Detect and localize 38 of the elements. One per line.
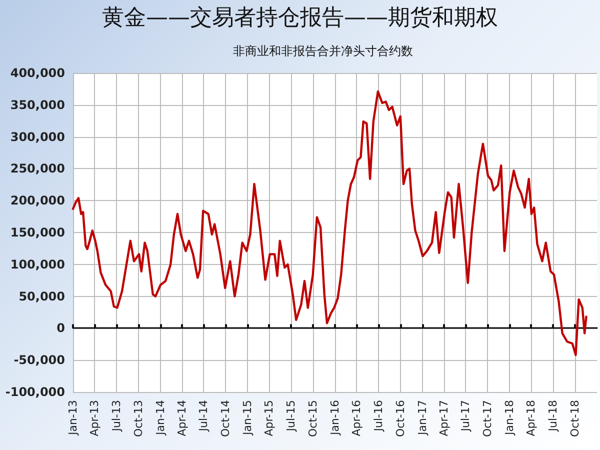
- y-tick-label: 0: [56, 321, 65, 336]
- x-tick-label: Apr-14: [175, 400, 188, 436]
- chart-title: 黄金——交易者持仓报告——期货和期权: [102, 6, 498, 30]
- x-tick-label: Apr-18: [524, 400, 538, 436]
- y-tick-label: 300,000: [10, 130, 65, 144]
- x-tick-label: Jul-17: [459, 400, 472, 432]
- x-tick-label: Oct-18: [568, 400, 582, 437]
- y-tick-label: -50,000: [14, 353, 65, 368]
- y-tick-label: -100,000: [5, 385, 65, 399]
- x-tick-label: Jan-13: [66, 400, 80, 436]
- y-tick-label: 50,000: [18, 289, 65, 304]
- x-tick-label: Jul-13: [110, 400, 123, 432]
- x-tick-label: Oct-16: [394, 400, 407, 437]
- x-tick-label: Jan-18: [503, 400, 516, 436]
- y-tick-label: 250,000: [10, 162, 65, 176]
- x-tick-label: Jan-14: [154, 400, 167, 436]
- x-tick-label: Apr-17: [437, 400, 450, 436]
- y-tick-label: 100,000: [10, 257, 65, 272]
- chart-subtitle: 非商业和非报告合并净头寸合约数: [233, 44, 413, 58]
- x-tick-label: Jul-14: [197, 400, 210, 432]
- x-tick-label: Jan-15: [241, 400, 254, 436]
- x-tick-label: Jul-15: [284, 400, 298, 432]
- y-tick-label: 150,000: [10, 226, 65, 240]
- x-tick-label: Apr-13: [88, 400, 102, 436]
- x-tick-label: Jul-16: [372, 400, 385, 432]
- x-tick-label: Oct-17: [481, 400, 494, 437]
- x-tick-label: Oct-14: [219, 400, 232, 437]
- x-tick-label: Apr-16: [350, 400, 364, 436]
- x-tick-label: Jan-17: [416, 400, 429, 436]
- y-tick-label: 400,000: [10, 66, 65, 80]
- x-tick-label: Jan-16: [328, 400, 342, 436]
- x-tick-label: Oct-13: [132, 400, 145, 437]
- x-tick-label: Jul-18: [546, 400, 560, 432]
- x-tick-label: Apr-15: [262, 400, 276, 436]
- line-series: [72, 90, 588, 356]
- x-tick-label: Oct-15: [306, 400, 320, 437]
- y-tick-label: 200,000: [10, 194, 65, 208]
- y-tick-label: 350,000: [10, 98, 65, 112]
